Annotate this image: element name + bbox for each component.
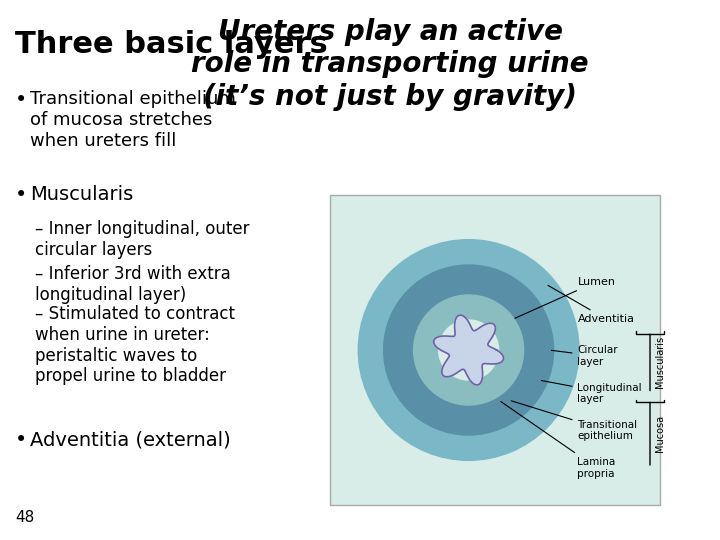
Text: Circular
layer: Circular layer [552, 346, 618, 367]
Text: Transitional epithelium
of mucosa stretches
when ureters fill: Transitional epithelium of mucosa stretc… [30, 90, 236, 150]
Text: Muscularis: Muscularis [30, 185, 133, 204]
Circle shape [384, 265, 554, 435]
Text: Lamina
propria: Lamina propria [501, 402, 616, 478]
Text: – Stimulated to contract
when urine in ureter:
peristaltic waves to
propel urine: – Stimulated to contract when urine in u… [35, 305, 235, 386]
Text: Three basic layers: Three basic layers [15, 30, 328, 59]
Bar [330, 195, 660, 505]
Text: •: • [15, 90, 27, 110]
Circle shape [359, 240, 579, 460]
Text: •: • [15, 185, 27, 205]
Text: Muscularis: Muscularis [655, 336, 665, 388]
Text: Transitional
epithelium: Transitional epithelium [511, 401, 638, 441]
Text: – Inner longitudinal, outer
circular layers: – Inner longitudinal, outer circular lay… [35, 220, 250, 259]
Text: Adventitia (external): Adventitia (external) [30, 430, 230, 449]
Text: Adventitia: Adventitia [548, 286, 634, 324]
Text: Lumen: Lumen [491, 277, 616, 329]
Text: Ureters play an active
role in transporting urine
(it’s not just by gravity): Ureters play an active role in transport… [192, 18, 589, 111]
Text: •: • [15, 430, 27, 450]
Circle shape [413, 295, 523, 405]
Text: – Inferior 3rd with extra
longitudinal layer): – Inferior 3rd with extra longitudinal l… [35, 265, 230, 304]
Circle shape [438, 320, 498, 380]
Polygon shape [433, 315, 503, 385]
Text: Mucosa: Mucosa [655, 415, 665, 453]
Text: Longitudinal
layer: Longitudinal layer [541, 381, 642, 404]
Text: 48: 48 [15, 510, 35, 525]
